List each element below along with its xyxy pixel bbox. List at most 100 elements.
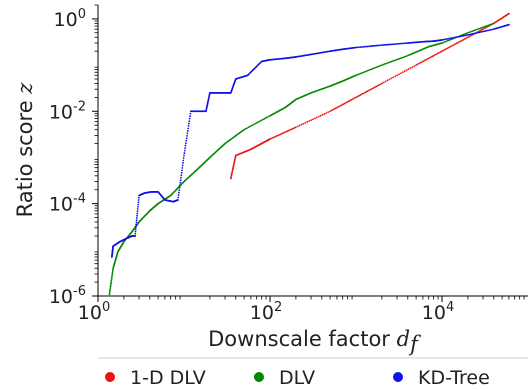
data-point (345, 101, 347, 104)
data-point (277, 134, 280, 137)
data-point (112, 268, 114, 271)
data-point (404, 55, 406, 58)
data-point (452, 36, 455, 39)
data-point (418, 62, 420, 65)
data-point (459, 40, 462, 43)
data-point (247, 126, 250, 129)
data-point (388, 61, 390, 64)
data-point (181, 169, 183, 172)
data-point (368, 89, 370, 92)
data-point (376, 84, 379, 87)
data-point (464, 34, 466, 37)
data-point (404, 42, 406, 45)
data-point (185, 137, 188, 140)
data-point (177, 194, 180, 196)
data-point (178, 186, 181, 189)
data-point (343, 102, 346, 105)
data-point (360, 72, 363, 74)
data-point (376, 65, 379, 68)
data-point (181, 166, 184, 169)
data-point (362, 45, 365, 48)
data-point (370, 45, 373, 47)
data-point (368, 69, 370, 72)
data-point (136, 214, 138, 217)
data-point (484, 27, 487, 29)
data-point (391, 60, 393, 63)
data-point (468, 31, 471, 34)
data-point (448, 46, 451, 49)
data-point (384, 80, 387, 83)
y-ticks: 10-6 10-4 10-2 100 (49, 7, 98, 308)
data-point (477, 28, 479, 31)
data-point (188, 117, 191, 120)
data-point (442, 38, 445, 41)
data-point (419, 61, 422, 64)
data-point (254, 122, 257, 125)
data-point (360, 93, 363, 96)
data-point (466, 31, 469, 34)
data-point (471, 30, 474, 33)
data-point (372, 87, 375, 89)
data-point (492, 22, 495, 25)
data-point (110, 281, 113, 283)
data-point (441, 39, 443, 41)
legend-marker (393, 372, 403, 382)
data-point (478, 31, 481, 34)
data-point (468, 35, 471, 38)
data-point (378, 65, 380, 68)
data-point (366, 69, 369, 72)
y-axis-title: Ratio score z (13, 82, 37, 218)
data-point (264, 117, 267, 119)
data-point (302, 122, 305, 125)
data-point (289, 129, 292, 131)
data-point (481, 30, 484, 33)
data-point (462, 33, 465, 36)
x-tick-label: 104 (422, 300, 454, 324)
data-point (405, 69, 408, 72)
data-point (396, 74, 398, 77)
data-point (469, 34, 472, 37)
data-point (399, 57, 402, 60)
data-point (349, 99, 352, 102)
data-point (508, 23, 510, 26)
data-point (256, 121, 258, 124)
data-point (378, 84, 380, 86)
data-point (429, 56, 432, 59)
data-point (466, 34, 469, 36)
data-point (366, 45, 369, 48)
legend-item: 1-D DLV (105, 367, 206, 389)
data-point (108, 293, 111, 296)
data-point (432, 54, 435, 57)
data-point (284, 130, 287, 133)
data-point (134, 228, 137, 231)
data-point (269, 138, 271, 140)
data-point (409, 67, 412, 70)
data-point (456, 41, 459, 44)
data-point (327, 111, 330, 114)
data-point (478, 27, 481, 30)
data-point (135, 223, 138, 226)
legend-label: 1-D DLV (130, 367, 206, 389)
data-point (396, 42, 399, 45)
data-point (464, 33, 466, 35)
data-point (183, 154, 185, 157)
data-point (136, 210, 139, 213)
data-point (250, 124, 253, 127)
data-point (110, 279, 113, 282)
data-point (355, 46, 357, 49)
data-point (455, 42, 458, 45)
data-point (373, 86, 376, 89)
data-point (363, 45, 366, 48)
data-point (315, 116, 318, 119)
data-point (382, 81, 385, 84)
data-point (385, 43, 388, 46)
data-point (375, 66, 378, 69)
data-point (401, 71, 404, 74)
data-point (186, 130, 189, 132)
data-point (415, 64, 418, 66)
data-point (375, 85, 378, 88)
data-point (267, 115, 270, 118)
data-point (373, 67, 376, 69)
data-point (282, 132, 284, 135)
